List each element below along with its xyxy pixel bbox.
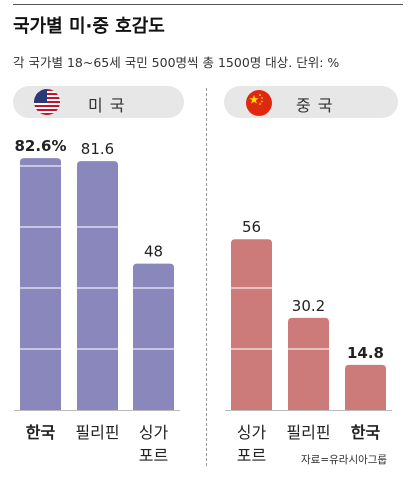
us-value-label-0: 82.6% (14, 137, 66, 155)
us-category-label-2-line-0: 싱가 (139, 423, 169, 442)
china-value-label-2: 14.8 (347, 344, 384, 362)
chart-subtitle: 각 국가별 18~65세 국민 500명씩 총 1500명 대상. 단위: % (13, 55, 340, 70)
panel-divider (206, 88, 207, 466)
china-category-label-0-line-1: 포르 (237, 446, 266, 465)
us-category-label-2-line-1: 포르 (139, 446, 168, 465)
china-panel-label: 중 국 (296, 96, 334, 115)
china-value-label-0: 56 (242, 218, 261, 236)
us-category-label-1: 필리핀 (75, 423, 119, 442)
us-bar-2 (133, 263, 174, 410)
us-panel-label: 미 국 (88, 96, 126, 115)
us-bar-0 (20, 158, 61, 410)
china-bar-2 (345, 364, 386, 410)
china-flag-icon (246, 90, 272, 116)
china-value-label-1: 30.2 (292, 297, 325, 315)
us-bar-1 (77, 161, 118, 410)
us-category-label-0: 한국 (26, 423, 56, 442)
china-category-label-0-line-0: 싱가 (237, 423, 267, 442)
us-value-label-2: 48 (144, 243, 163, 261)
china-bar-0 (231, 239, 272, 410)
us-value-label-1: 81.6 (81, 140, 114, 158)
china-bar-1 (288, 317, 329, 410)
chart-title: 국가별 미·중 호감도 (13, 16, 165, 37)
china-category-label-2: 한국 (351, 423, 381, 442)
us-flag-icon (34, 89, 60, 115)
china-category-label-1: 필리핀 (286, 423, 330, 442)
top-rule (13, 4, 403, 5)
source-note: 자료=유라시아그룹 (301, 454, 388, 466)
